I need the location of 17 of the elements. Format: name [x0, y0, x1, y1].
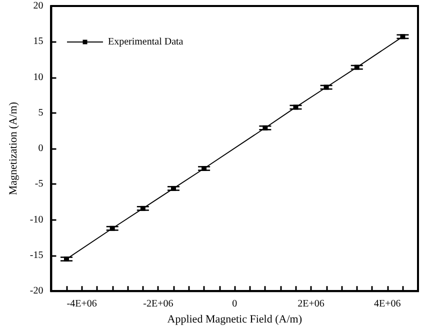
- x-tick-label: 2E+06: [298, 298, 324, 310]
- y-tick-label: 0: [38, 143, 44, 154]
- y-tick-label: -10: [30, 214, 44, 226]
- y-tick-label: -20: [30, 286, 44, 297]
- x-axis-title: Applied Magnetic Field (A/m): [167, 314, 302, 326]
- y-tick-label: 5: [38, 107, 44, 118]
- legend-label: Experimental Data: [108, 36, 184, 48]
- y-tick-label: 20: [33, 0, 44, 12]
- y-tick-label: -15: [30, 250, 44, 261]
- x-tick-label: -2E+06: [143, 298, 174, 310]
- y-tick-label: -5: [34, 178, 44, 190]
- y-tick-label: 15: [33, 36, 44, 48]
- x-tick-label: 4E+06: [374, 298, 401, 310]
- y-tick-label: 10: [33, 72, 44, 83]
- y-axis-title: Magnetization (A/m): [8, 102, 20, 196]
- x-tick-label: -4E+06: [66, 298, 97, 310]
- x-tick-label: 0: [232, 298, 238, 310]
